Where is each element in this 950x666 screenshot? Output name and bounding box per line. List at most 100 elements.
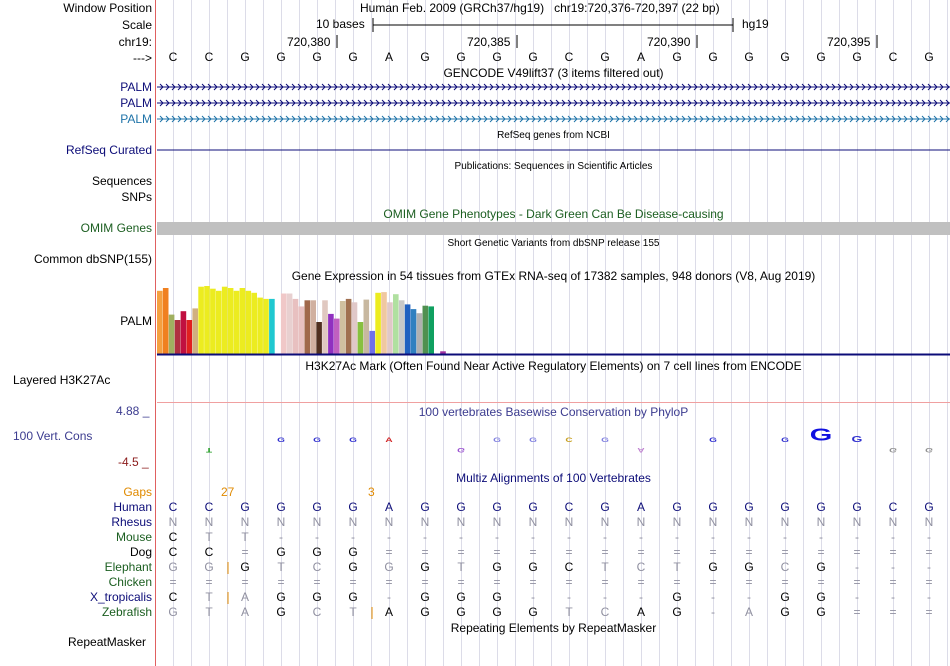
gtex-bar: [210, 288, 216, 354]
sequence-base: C: [888, 50, 898, 64]
h3k27ac-track-label[interactable]: Layered H3K27Ac: [13, 373, 111, 387]
alignment-base: =: [853, 605, 861, 619]
alignment-base: G: [348, 545, 358, 559]
sequence-base: A: [636, 50, 645, 64]
gtex-bar: [174, 320, 181, 354]
species-label-chicken[interactable]: Chicken: [108, 575, 152, 589]
alignment-base: N: [600, 515, 610, 529]
alignment-base: C: [168, 545, 178, 559]
gtex-bar: [393, 294, 399, 354]
refseq-track-title[interactable]: RefSeq genes from NCBI: [497, 130, 610, 141]
alignment-base: -: [891, 560, 895, 574]
conservation-track-label[interactable]: 100 Vert. Cons: [13, 429, 93, 443]
gencode-track-title[interactable]: GENCODE V49lift37 (3 items filtered out): [443, 66, 664, 80]
sequence-base: C: [204, 50, 214, 64]
publications-label-snps[interactable]: SNPs: [121, 190, 152, 204]
publications-label-sequences[interactable]: Sequences: [91, 174, 152, 188]
alignment-base: T: [601, 560, 609, 574]
alignment-base: =: [889, 545, 897, 559]
gencode-item-label[interactable]: PALM: [120, 96, 152, 110]
alignment-base: N: [708, 515, 718, 529]
species-label-dog[interactable]: Dog: [129, 545, 152, 559]
gtex-bar: [363, 299, 370, 354]
species-label-human[interactable]: Human: [113, 500, 152, 514]
repeatmasker-track-title[interactable]: Repeating Elements by RepeatMasker: [450, 621, 657, 635]
alignment-base: =: [925, 545, 933, 559]
multiz-track-title[interactable]: Multiz Alignments of 100 Vertebrates: [456, 471, 651, 485]
alignment-base: =: [493, 575, 501, 589]
alignment-base: G: [672, 500, 682, 514]
refseq-track-label[interactable]: RefSeq Curated: [65, 143, 152, 157]
gtex-bar: [157, 290, 163, 354]
alignment-base: N: [312, 515, 322, 529]
alignment-base: G: [420, 590, 430, 604]
alignment-base: -: [819, 530, 823, 544]
conservation-letter: A: [637, 446, 645, 453]
alignment-base: G: [744, 560, 754, 574]
alignment-base: =: [205, 575, 213, 589]
publications-track-title[interactable]: Publications: Sequences in Scientific Ar…: [454, 161, 653, 172]
species-label-mouse[interactable]: Mouse: [115, 530, 152, 544]
alignment-base: -: [603, 590, 607, 604]
gtex-track-title[interactable]: Gene Expression in 54 tissues from GTEx …: [291, 269, 816, 283]
alignment-base: =: [817, 575, 825, 589]
conservation-track-title[interactable]: 100 vertebrates Basewise Conservation by…: [418, 405, 689, 419]
sequence-base: G: [528, 50, 538, 64]
alignment-base: -: [459, 530, 463, 544]
species-label-elephant[interactable]: Elephant: [104, 560, 152, 574]
gtex-bar: [381, 292, 387, 354]
species-label-rhesus[interactable]: Rhesus: [111, 515, 152, 529]
alignment-base: G: [420, 500, 430, 514]
alignment-base: G: [924, 500, 934, 514]
alignment-base: =: [745, 545, 753, 559]
alignment-base: C: [888, 500, 898, 514]
gtex-bar: [263, 298, 269, 354]
alignment-base: -: [531, 530, 535, 544]
gencode-item-label[interactable]: PALM: [120, 80, 152, 94]
alignment-base: G: [276, 500, 286, 514]
alignment-base: C: [564, 500, 574, 514]
alignment-base: =: [817, 545, 825, 559]
omim-track-title[interactable]: OMIM Gene Phenotypes - Dark Green Can Be…: [383, 207, 724, 221]
gencode-item-label[interactable]: PALM: [120, 112, 152, 126]
alignment-base: G: [492, 605, 502, 619]
gap-marker: 27: [221, 485, 235, 499]
alignment-base: =: [889, 575, 897, 589]
gtex-bar: [180, 311, 187, 354]
alignment-base: G: [420, 560, 430, 574]
alignment-base: G: [708, 560, 718, 574]
alignment-base: -: [387, 590, 391, 604]
gtex-bar: [269, 298, 275, 354]
alignment-base: =: [457, 575, 465, 589]
omim-track-label[interactable]: OMIM Genes: [80, 221, 152, 235]
alignment-base: -: [783, 530, 787, 544]
sequence-base: C: [564, 50, 574, 64]
alignment-base: -: [747, 530, 751, 544]
alignment-base: -: [423, 530, 427, 544]
gtex-bar: [192, 308, 198, 354]
alignment-base: A: [384, 605, 393, 619]
alignment-base: G: [528, 605, 538, 619]
gtex-bar: [168, 314, 175, 354]
alignment-base: -: [711, 590, 715, 604]
alignment-base: -: [603, 530, 607, 544]
repeatmasker-track-label[interactable]: RepeatMasker: [68, 635, 147, 649]
alignment-base: -: [351, 530, 355, 544]
h3k27ac-track-title[interactable]: H3K27Ac Mark (Often Found Near Active Re…: [305, 359, 802, 373]
chrom-label: chr19:: [118, 35, 152, 49]
conservation-letter: G: [457, 446, 465, 453]
gtex-bar: [221, 286, 228, 354]
alignment-base: G: [312, 590, 322, 604]
species-label-x-tropicalis[interactable]: X_tropicalis: [89, 590, 152, 604]
alignment-base: =: [349, 575, 357, 589]
gtex-track-label[interactable]: PALM: [120, 314, 152, 328]
dbsnp-track-title[interactable]: Short Genetic Variants from dbSNP releas…: [447, 238, 660, 249]
alignment-base: N: [276, 515, 286, 529]
dbsnp-track-label[interactable]: Common dbSNP(155): [33, 252, 152, 266]
alignment-base: -: [675, 530, 679, 544]
alignment-base: N: [528, 515, 538, 529]
alignment-base: -: [639, 590, 643, 604]
species-label-zebrafish[interactable]: Zebrafish: [101, 605, 152, 619]
alignment-base: =: [529, 545, 537, 559]
